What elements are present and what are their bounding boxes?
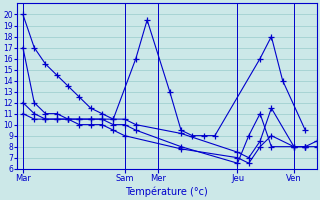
X-axis label: Température (°c): Température (°c) [125,186,208,197]
